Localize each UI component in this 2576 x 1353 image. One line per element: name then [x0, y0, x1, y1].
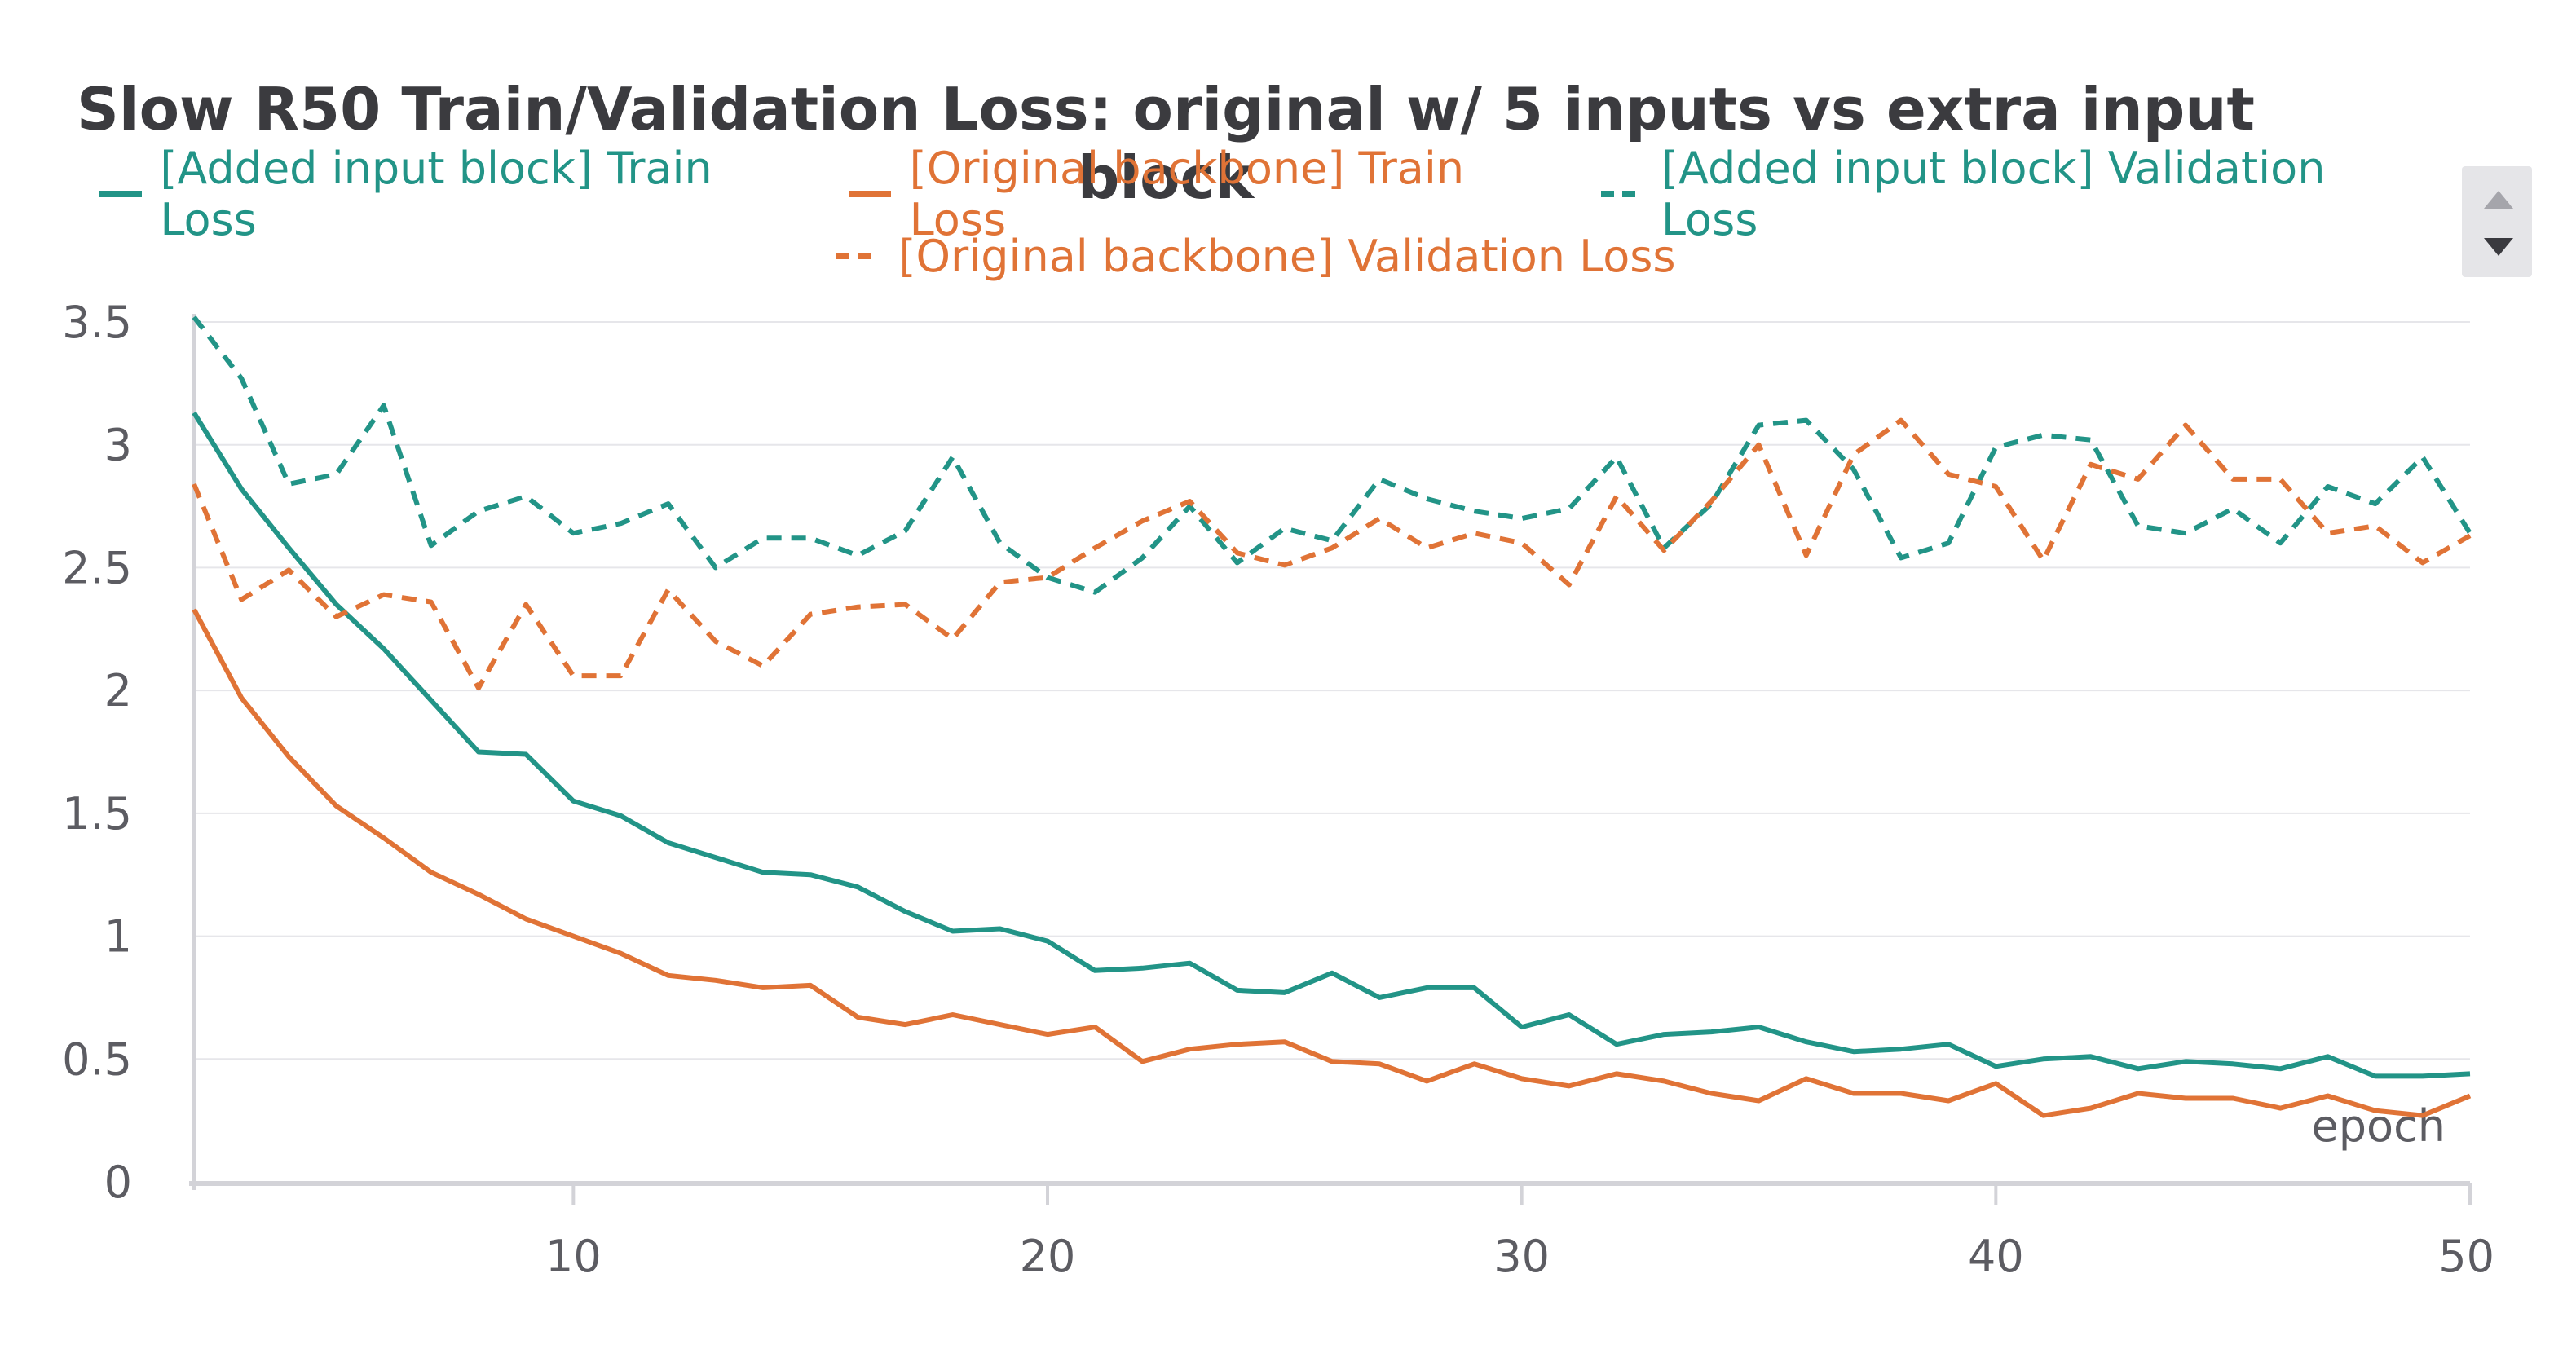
legend-item-added-validation[interactable]: [Added input block] Validation Loss: [1599, 143, 2413, 245]
chart-title: Slow R50 Train/Validation Loss: original…: [77, 75, 2255, 212]
y-tick-label: 2.5: [62, 542, 132, 593]
y-tick-label: 0.5: [62, 1033, 132, 1085]
legend-item-added-train[interactable]: [Added input block] Train Loss: [98, 143, 803, 245]
y-tick-label: 0: [104, 1157, 132, 1208]
series-line-0: [192, 411, 2471, 1079]
legend-dash-swatch-icon: [1600, 191, 1643, 197]
legend-row-2: [Original backbone] Validation Loss: [98, 225, 2413, 287]
legend-line-swatch-icon: [99, 191, 142, 197]
series-line-2: [192, 315, 2472, 595]
legend-label: [Added input block] Validation Loss: [1661, 143, 2326, 245]
y-tick-label: 1: [104, 911, 132, 963]
x-tick-label: 30: [1493, 1231, 1550, 1282]
y-tick-label: 3: [104, 420, 132, 471]
x-axis-label: epoch: [2312, 1100, 2446, 1152]
y-tick-label: 1.5: [62, 788, 132, 840]
series-line-3: [192, 417, 2472, 691]
scroll-down-arrow-icon[interactable]: [2484, 238, 2513, 256]
legend-item-original-validation[interactable]: [Original backbone] Validation Loss: [835, 230, 1676, 282]
legend-line-swatch-icon: [849, 191, 892, 197]
legend-row-1: [Added input block] Train Loss [Original…: [98, 143, 2413, 245]
x-tick-label: 40: [1968, 1231, 2024, 1282]
legend-label: [Original backbone] Train Loss: [909, 143, 1465, 245]
x-tick-label: 20: [1020, 1231, 1076, 1282]
y-tick-label: 3.5: [62, 297, 132, 348]
legend-dash-swatch-icon: [836, 253, 880, 259]
x-tick-label: 10: [545, 1231, 602, 1282]
legend-label: [Original backbone] Validation Loss: [898, 230, 1676, 282]
series-line-1: [192, 608, 2472, 1118]
scroll-up-arrow-icon[interactable]: [2484, 191, 2513, 209]
x-tick-label: 50: [2438, 1231, 2494, 1282]
legend-label: [Added input block] Train Loss: [160, 143, 712, 245]
legend-scroll-control: [2462, 166, 2532, 277]
legend-item-original-train[interactable]: [Original backbone] Train Loss: [847, 143, 1555, 245]
legend: [Added input block] Train Loss [Original…: [98, 143, 2413, 287]
y-tick-label: 2: [104, 665, 132, 716]
